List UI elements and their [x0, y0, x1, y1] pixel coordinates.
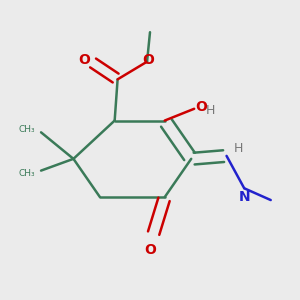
Text: H: H — [234, 142, 243, 155]
Text: H: H — [206, 104, 215, 117]
Text: CH₃: CH₃ — [19, 125, 35, 134]
Text: O: O — [144, 243, 156, 257]
Text: N: N — [238, 190, 250, 204]
Text: O: O — [142, 53, 154, 67]
Text: O: O — [196, 100, 208, 114]
Text: CH₃: CH₃ — [19, 169, 35, 178]
Text: O: O — [78, 53, 90, 67]
